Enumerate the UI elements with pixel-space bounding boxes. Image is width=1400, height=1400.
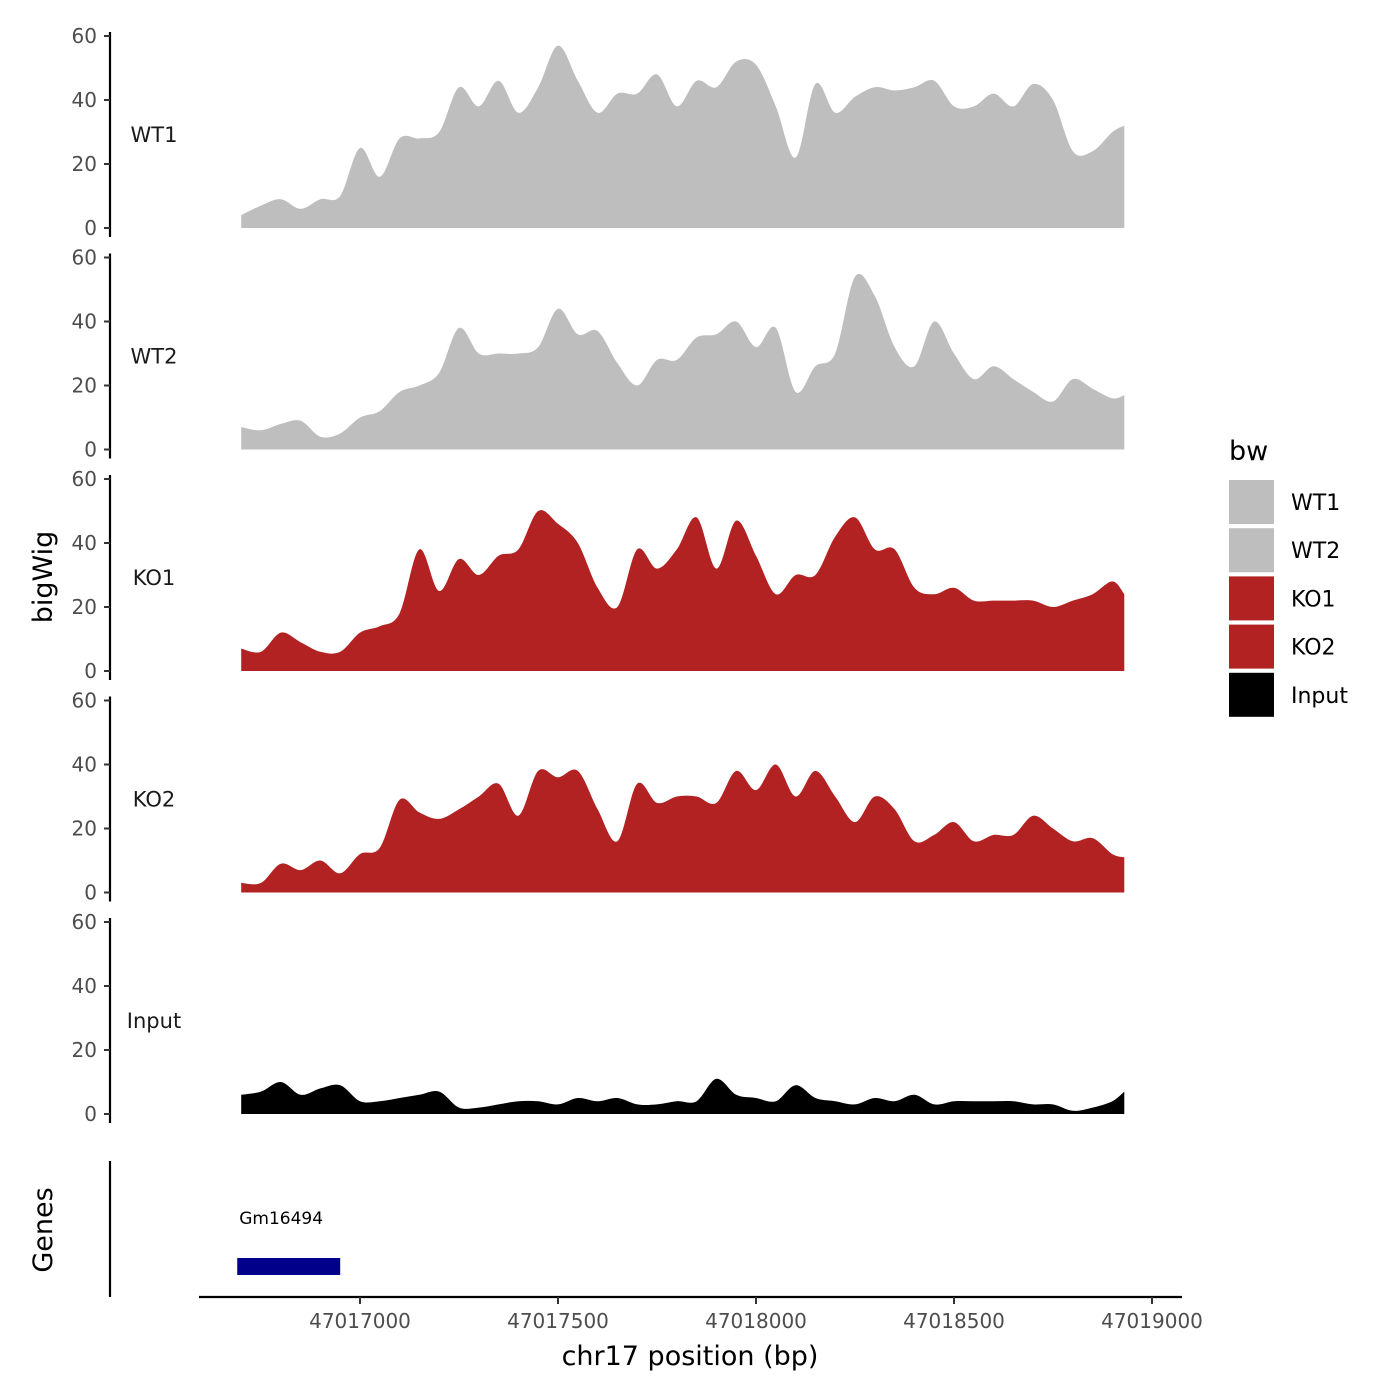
x-axis: 47017000 47017500 47018000 47018500 47019000 [199,1295,1203,1333]
area-wt2 [241,273,1125,450]
y-tick-label: 60 [72,24,97,48]
legend-label-ko1: KO1 [1291,587,1336,612]
legend: bw WT1 WT2 KO1 KO2 Input [1229,436,1348,717]
track-wt1: 0 20 40 60 WT1 [72,24,1125,240]
y-tick-label: 20 [72,374,97,398]
area-ko1 [241,510,1125,671]
track-ko1: 0 20 40 60 KO1 [72,467,1125,683]
y-tick-label: 20 [72,1038,97,1062]
y-tick-label: 40 [72,310,97,334]
track-label: KO1 [133,566,176,590]
y-tick-label: 0 [84,659,97,683]
track-input: 0 20 40 60 Input [72,910,1125,1126]
y-tick-label: 60 [72,246,97,270]
y-tick-label: 60 [72,689,97,713]
y-tick-label: 0 [84,1102,97,1126]
x-tick-label: 47018000 [705,1309,807,1333]
signal-tracks: 0 20 40 60 WT1 0 20 40 60 WT2 0 20 40 60 KO1 0 20 40 60 KO2… [72,24,1125,1126]
legend-label-ko2: KO2 [1291,636,1336,661]
x-tick-label: 47019000 [1101,1309,1203,1333]
y-tick-label: 60 [72,467,97,491]
legend-swatch-ko1 [1229,576,1274,621]
gene-gm16494 [237,1258,341,1275]
legend-label-wt2: WT2 [1291,539,1340,564]
y-tick-label: 20 [72,817,97,841]
legend-swatch-ko2 [1229,624,1274,669]
y-tick-label: 20 [72,595,97,619]
y-tick-label: 40 [72,88,97,112]
legend-swatch-input [1229,672,1274,717]
track-label: WT2 [131,345,178,369]
track-ko2: 0 20 40 60 KO2 [72,689,1125,905]
genes-panel: Gm16494 [108,1161,341,1297]
x-tick-label: 47018500 [903,1309,1005,1333]
legend-label-wt1: WT1 [1291,491,1340,516]
track-label: WT1 [131,123,178,147]
y-tick-label: 40 [72,753,97,777]
track-label: Input [127,1009,181,1033]
x-tick-label: 47017000 [309,1309,411,1333]
y-tick-label: 0 [84,216,97,240]
track-label: KO2 [133,788,176,812]
x-tick-label: 47017500 [507,1309,609,1333]
genes-axis-title: Genes [28,1187,59,1272]
area-ko2 [241,764,1125,893]
legend-swatch-wt2 [1229,528,1274,573]
y-tick-label: 40 [72,974,97,998]
track-wt2: 0 20 40 60 WT2 [72,246,1125,462]
y-tick-label: 0 [84,438,97,462]
y-tick-label: 0 [84,881,97,905]
legend-label-input: Input [1291,684,1348,709]
y-axis-title: bigWig [28,531,59,624]
legend-swatch-wt1 [1229,480,1274,524]
x-axis-title: chr17 position (bp) [562,1341,819,1372]
area-input [241,1078,1125,1114]
area-wt1 [241,45,1125,229]
y-tick-label: 20 [72,152,97,176]
legend-title: bw [1229,436,1268,467]
y-tick-label: 60 [72,910,97,934]
y-tick-label: 40 [72,531,97,555]
gene-label: Gm16494 [239,1209,323,1229]
